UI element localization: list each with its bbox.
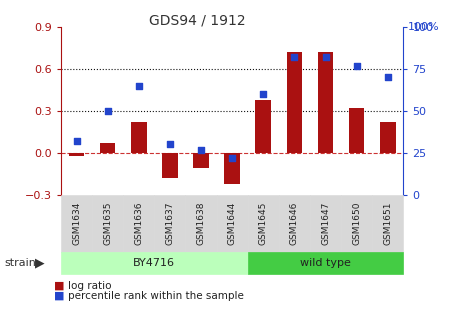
Point	[197, 147, 205, 152]
Text: GSM1635: GSM1635	[103, 202, 112, 245]
Bar	[193, 153, 209, 168]
Text: GSM1651: GSM1651	[383, 202, 392, 245]
Text: ▶: ▶	[35, 256, 45, 269]
Bar	[287, 52, 302, 153]
Point	[135, 83, 143, 88]
Bar	[224, 153, 240, 184]
Bar	[318, 52, 333, 153]
Text: percentile rank within the sample: percentile rank within the sample	[68, 291, 244, 301]
Point	[353, 63, 360, 68]
Point	[166, 142, 174, 147]
Point	[104, 108, 112, 114]
Bar	[162, 153, 178, 178]
Text: GSM1650: GSM1650	[352, 202, 361, 245]
Text: GDS94 / 1912: GDS94 / 1912	[149, 13, 245, 28]
Text: GSM1646: GSM1646	[290, 202, 299, 245]
Text: 100%: 100%	[408, 22, 439, 32]
Bar	[256, 100, 271, 153]
Text: strain: strain	[5, 258, 37, 268]
Text: GSM1634: GSM1634	[72, 202, 81, 245]
Text: GSM1636: GSM1636	[134, 202, 144, 245]
Text: GSM1644: GSM1644	[227, 202, 237, 245]
Text: GSM1645: GSM1645	[259, 202, 268, 245]
Bar	[69, 153, 84, 156]
Text: wild type: wild type	[300, 258, 351, 268]
Text: GSM1647: GSM1647	[321, 202, 330, 245]
Point	[291, 54, 298, 60]
Bar	[100, 143, 115, 153]
Bar	[131, 122, 146, 153]
Text: GSM1637: GSM1637	[166, 202, 174, 245]
Text: ■: ■	[54, 281, 64, 291]
Point	[259, 91, 267, 97]
Text: BY4716: BY4716	[133, 258, 175, 268]
Text: GSM1638: GSM1638	[197, 202, 205, 245]
Point	[73, 138, 80, 144]
Point	[228, 155, 236, 161]
Point	[322, 54, 329, 60]
Bar	[349, 108, 364, 153]
Text: ■: ■	[54, 291, 64, 301]
Bar	[380, 122, 395, 153]
Point	[384, 75, 392, 80]
Text: log ratio: log ratio	[68, 281, 112, 291]
